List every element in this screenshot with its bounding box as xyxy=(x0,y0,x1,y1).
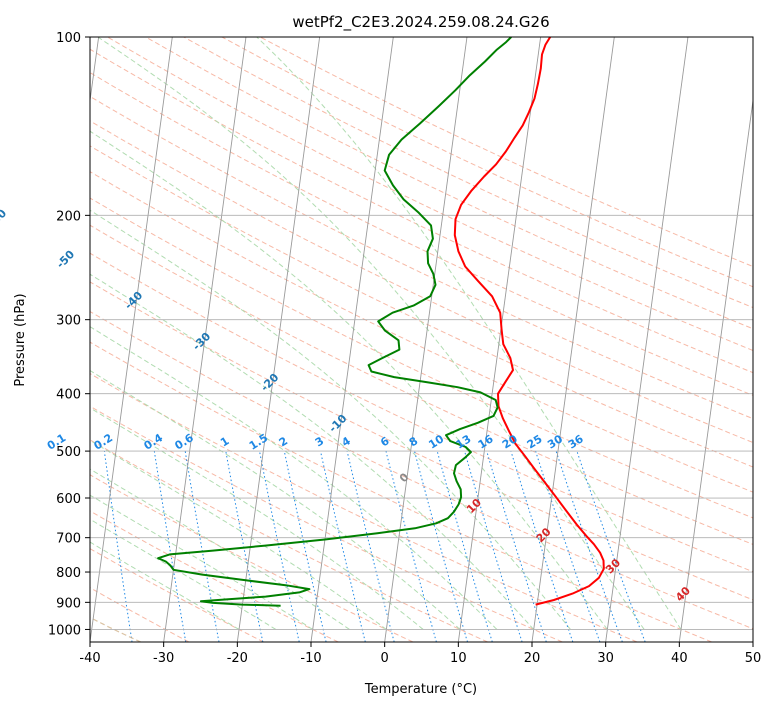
y-tick-label: 900 xyxy=(56,596,81,611)
moist-adiabat-line xyxy=(90,130,608,630)
mixing-ratio-line xyxy=(385,450,437,642)
dry-adiabat-line xyxy=(90,405,563,642)
dry-adiabat-line xyxy=(90,548,264,642)
dry-adiabat-line xyxy=(90,224,753,545)
x-axis-label: Temperature (°C) xyxy=(364,682,477,697)
moist-adiabat-line xyxy=(90,439,387,630)
dry-adiabat-line xyxy=(90,197,753,519)
x-tick-label: -30 xyxy=(153,651,174,666)
mixing-ratio-line xyxy=(464,450,523,642)
dewpoint-profile-line xyxy=(157,37,512,607)
isotherm-line xyxy=(457,37,542,642)
dry-adiabat-line xyxy=(90,281,753,601)
y-axis-label: Pressure (hPa) xyxy=(13,293,28,386)
isotherm-line xyxy=(678,97,753,642)
dry-adiabat-line xyxy=(90,71,753,396)
isotherm-line xyxy=(605,37,689,642)
x-tick-label: 50 xyxy=(745,651,762,666)
dry-adiabat-line xyxy=(90,48,753,374)
dry-adiabat-line xyxy=(183,37,753,309)
moist-adiabat-line xyxy=(97,37,645,630)
mixing-ratio-line xyxy=(510,450,574,642)
isotherm-line xyxy=(90,37,173,642)
isotherm-line xyxy=(531,37,615,642)
plot-frame xyxy=(89,36,754,643)
isotherm-line xyxy=(236,37,321,642)
mixing-ratio-line xyxy=(320,450,366,642)
moist-adiabat-label: -60 xyxy=(0,207,9,230)
dry-adiabat-line xyxy=(90,95,753,420)
y-tick-label: 600 xyxy=(56,492,81,507)
moist-adiabat-line xyxy=(90,407,424,630)
x-tick-label: 30 xyxy=(597,651,614,666)
plot-background xyxy=(90,37,753,642)
x-tick-label: -10 xyxy=(300,651,321,666)
x-tick-label: -20 xyxy=(227,651,248,666)
moist-adiabat-line xyxy=(90,326,498,630)
mixing-ratio-line xyxy=(486,450,547,642)
moist-adiabat-line xyxy=(90,273,535,630)
isotherm-line xyxy=(310,37,394,642)
y-tick-label: 100 xyxy=(56,31,81,46)
moist-adiabat-line xyxy=(90,518,277,630)
mixing-ratio-line xyxy=(414,450,468,642)
dry-adiabat-line xyxy=(90,310,753,630)
dry-adiabat-line xyxy=(90,373,638,642)
mixing-ratio-line xyxy=(283,450,327,642)
isotherm-line xyxy=(163,37,247,642)
y-tick-label: 700 xyxy=(56,532,81,547)
x-tick-label: 0 xyxy=(381,651,389,666)
dry-adiabat-line xyxy=(107,37,753,352)
y-tick-label: 400 xyxy=(56,388,81,403)
y-tick-label: 300 xyxy=(56,314,81,329)
moist-adiabat-line xyxy=(90,468,350,630)
y-tick-label: 800 xyxy=(56,566,81,581)
moist-adiabat-line xyxy=(256,37,682,630)
chart-title: wetPf2_C2E3.2024.259.08.24.G26 xyxy=(292,13,549,32)
dry-adiabat-line xyxy=(145,37,753,330)
x-tick-label: 10 xyxy=(450,651,467,666)
y-tick-label: 200 xyxy=(56,209,81,224)
mixing-ratio-line xyxy=(259,451,300,642)
mixing-ratio-line xyxy=(555,450,623,642)
mixing-ratio-line xyxy=(225,451,264,642)
x-tick-label: 40 xyxy=(671,651,688,666)
moist-adiabat-line xyxy=(90,209,571,630)
y-tick-label: 1000 xyxy=(48,623,81,638)
mixing-ratio-line xyxy=(436,450,493,642)
isotherm-line xyxy=(384,37,468,642)
temperature-profile-line xyxy=(453,37,605,606)
dry-adiabat-line xyxy=(90,439,488,642)
x-tick-label: -40 xyxy=(79,651,100,666)
mixing-ratio-line xyxy=(535,450,601,642)
mixing-ratio-line xyxy=(576,450,646,642)
x-tick-label: 20 xyxy=(524,651,541,666)
moist-adiabat-line xyxy=(90,541,240,630)
y-tick-label: 500 xyxy=(56,445,81,460)
